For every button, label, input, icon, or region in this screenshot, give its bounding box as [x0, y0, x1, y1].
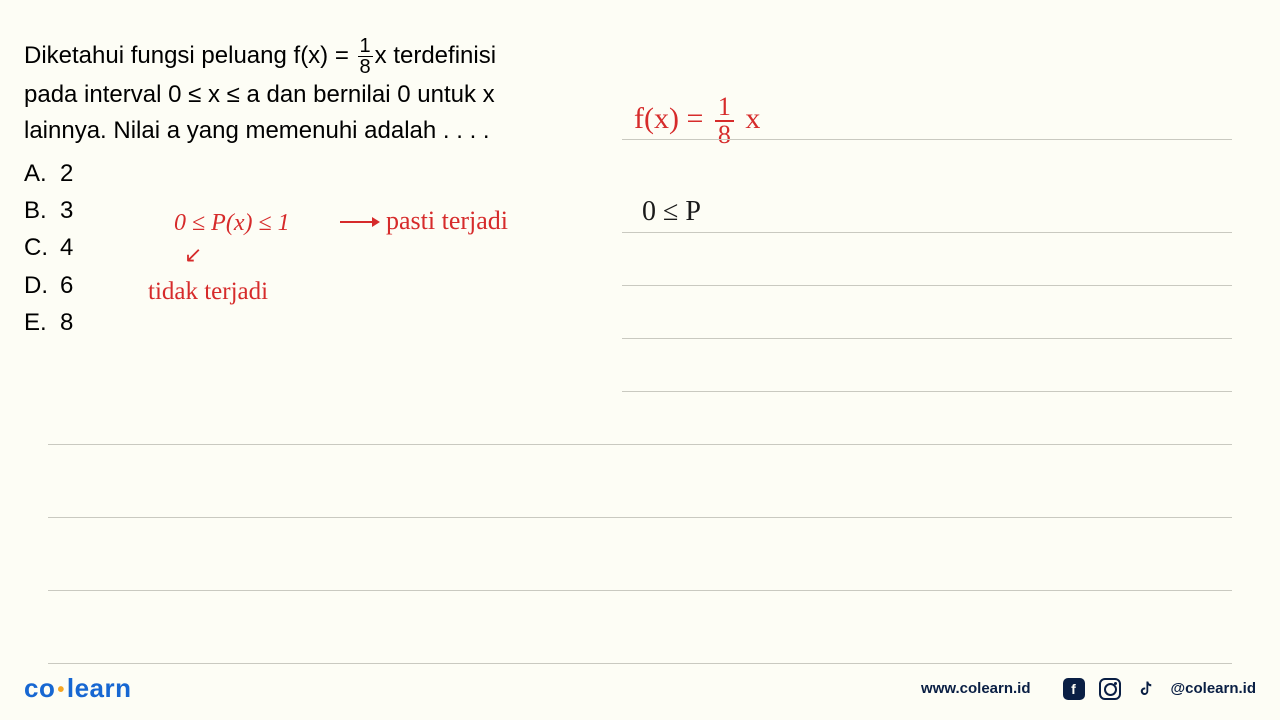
fx-var: x [745, 102, 760, 135]
footer: co•learn www.colearn.id f @colearn.id [24, 673, 1256, 704]
rule-line [622, 285, 1232, 286]
rule-line [48, 663, 1232, 664]
question-text: Diketahui fungsi peluang f(x) = 18x terd… [24, 36, 564, 149]
fraction-1-8: 18 [358, 36, 373, 77]
annotation-tidak-terjadi: tidak terjadi [148, 278, 268, 306]
footer-right: www.colearn.id f @colearn.id [921, 678, 1256, 700]
q-line3: lainnya. Nilai a yang memenuhi adalah . … [24, 117, 490, 144]
colearn-logo: co•learn [24, 673, 132, 704]
annotation-arrow-right [340, 221, 378, 223]
annotation-pasti-terjadi: pasti terjadi [386, 206, 508, 236]
annotation-down-arrow: ↙ [184, 242, 202, 268]
logo-co: co [24, 673, 55, 703]
footer-handle: @colearn.id [1171, 680, 1256, 697]
annotation-prob-range: 0 ≤ P(x) ≤ 1 [174, 210, 290, 237]
option-a: A.2 [24, 155, 564, 192]
q-line1-post: x terdefinisi [375, 42, 496, 69]
rule-line [48, 590, 1232, 591]
rule-line [622, 232, 1232, 233]
option-e: E.8 [24, 304, 564, 341]
annotation-zero-le-p: 0 ≤ P [642, 196, 701, 228]
instagram-icon [1099, 678, 1121, 700]
q-line2: pada interval 0 ≤ x ≤ a dan bernilai 0 u… [24, 81, 495, 108]
rule-line [622, 338, 1232, 339]
options-list: A.2 B.3 C.4 D.6 E.8 [24, 155, 564, 341]
facebook-icon: f [1063, 678, 1085, 700]
option-d: D.6 [24, 267, 564, 304]
fx-num: 1 [715, 94, 734, 122]
rule-line [622, 391, 1232, 392]
rule-line [48, 444, 1232, 445]
fx-den: 8 [715, 122, 734, 148]
content-area: Diketahui fungsi peluang f(x) = 18x terd… [24, 36, 1256, 660]
q-line1-pre: Diketahui fungsi peluang f(x) = [24, 42, 356, 69]
logo-dot: • [57, 679, 65, 701]
logo-learn: learn [67, 673, 132, 703]
tiktok-icon [1135, 678, 1157, 700]
question-block: Diketahui fungsi peluang f(x) = 18x terd… [24, 36, 564, 341]
rule-line [48, 517, 1232, 518]
rule-line [622, 139, 1232, 140]
footer-url: www.colearn.id [921, 680, 1030, 697]
frac-num: 1 [358, 36, 373, 57]
frac-den: 8 [358, 57, 373, 77]
fx-label: f(x) = [634, 102, 703, 135]
